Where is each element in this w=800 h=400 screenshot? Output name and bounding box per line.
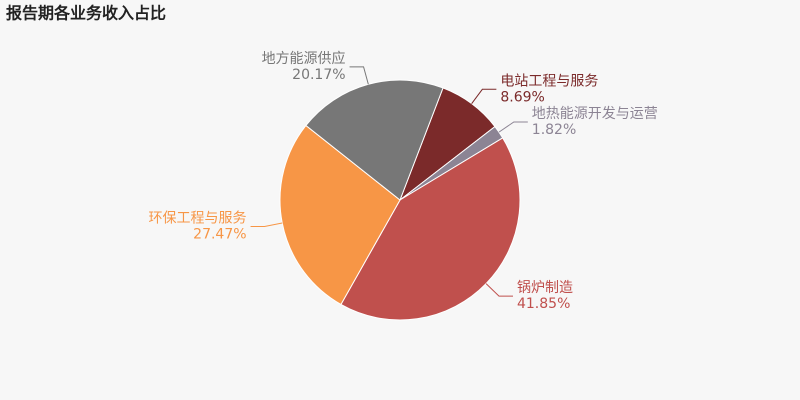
slice-label: 环保工程与服务 [149, 210, 247, 226]
value-label: 8.69% [500, 89, 544, 105]
leader-line [498, 121, 528, 133]
chart-title: 报告期各业务收入占比 [6, 4, 166, 23]
slice-label: 地热能源开发与运营 [532, 106, 658, 122]
value-label: 1.82% [532, 122, 576, 138]
value-label: 27.47% [193, 226, 246, 242]
value-label: 20.17% [292, 67, 345, 83]
slice-label: 锅炉制造 [517, 280, 573, 296]
slice-label: 电站工程与服务 [500, 73, 598, 89]
leader-line [485, 283, 513, 297]
pie-slice [340, 137, 521, 321]
value-label: 41.85% [517, 296, 570, 312]
pie-slice [305, 79, 444, 201]
leader-line [471, 88, 497, 105]
pie-slice [279, 124, 401, 306]
slice-label: 地方能源供应 [262, 50, 346, 67]
leader-line [250, 222, 283, 227]
leader-line [349, 66, 369, 85]
